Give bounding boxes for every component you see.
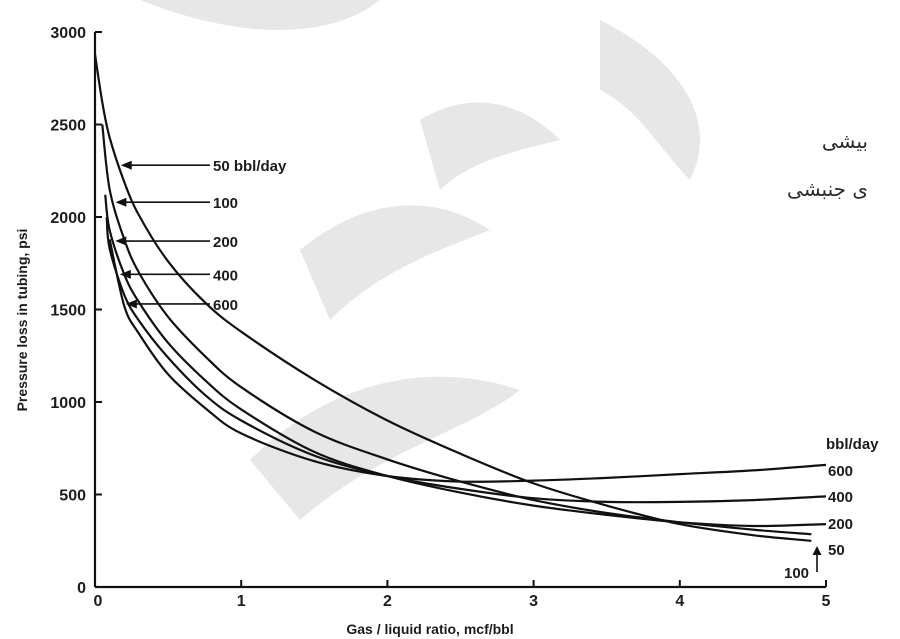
y-tick-label: 1000 xyxy=(50,395,86,412)
right-labels: bbl/day 600 400 200 50 100 xyxy=(784,436,879,582)
series-line-200 xyxy=(104,194,827,528)
callout-arrow-600 xyxy=(125,299,137,309)
y-tick-label: 2000 xyxy=(50,210,86,227)
watermark xyxy=(140,0,700,520)
curves xyxy=(93,54,827,542)
right-labels-header: bbl/day xyxy=(826,436,879,453)
y-tick-label: 0 xyxy=(77,580,86,597)
x-tick-label: 4 xyxy=(675,593,684,610)
callout-label-100: 100 xyxy=(213,195,238,212)
callout-label-200: 200 xyxy=(213,234,238,251)
y-ticks: 0 500 1000 1500 2000 2500 3000 xyxy=(50,25,102,597)
right-arrow-head-100 xyxy=(812,546,822,555)
x-ticks: 0 1 2 3 4 5 xyxy=(94,580,831,610)
right-label-100: 100 xyxy=(784,565,809,582)
callout-arrow-200 xyxy=(115,236,127,246)
right-label-200: 200 xyxy=(828,516,853,533)
x-tick-label: 5 xyxy=(822,593,831,610)
series-line-600 xyxy=(108,238,827,483)
callout-label-600: 600 xyxy=(213,297,238,314)
y-axis-title: Pressure loss in tubing, psi xyxy=(14,229,30,412)
overlay-text-2: ی جنبشی xyxy=(787,177,868,201)
y-tick-label: 2500 xyxy=(50,118,86,135)
x-tick-label: 3 xyxy=(529,593,538,610)
x-tick-label: 0 xyxy=(94,593,103,610)
callout-label-50: 50 bbl/day xyxy=(213,158,287,175)
y-tick-label: 500 xyxy=(59,488,86,505)
right-label-600: 600 xyxy=(828,463,853,480)
y-tick-label: 3000 xyxy=(50,25,86,42)
overlay-text-1: بیشی xyxy=(822,129,868,153)
callout-label-400: 400 xyxy=(213,267,238,284)
series-line-400 xyxy=(105,216,827,504)
callout-arrow-100 xyxy=(115,197,127,207)
callout-arrow-400 xyxy=(119,269,131,279)
x-axis-title: Gas / liquid ratio, mcf/bbl xyxy=(346,621,513,637)
right-label-50: 50 xyxy=(828,542,845,559)
callouts: 50 bbl/day 100 200 400 600 xyxy=(115,158,287,314)
right-label-400: 400 xyxy=(828,489,853,506)
x-tick-label: 2 xyxy=(383,593,392,610)
series-line-50 xyxy=(93,54,812,542)
x-tick-label: 1 xyxy=(237,593,246,610)
callout-arrow-50 xyxy=(120,160,132,170)
y-tick-label: 1500 xyxy=(50,303,86,320)
